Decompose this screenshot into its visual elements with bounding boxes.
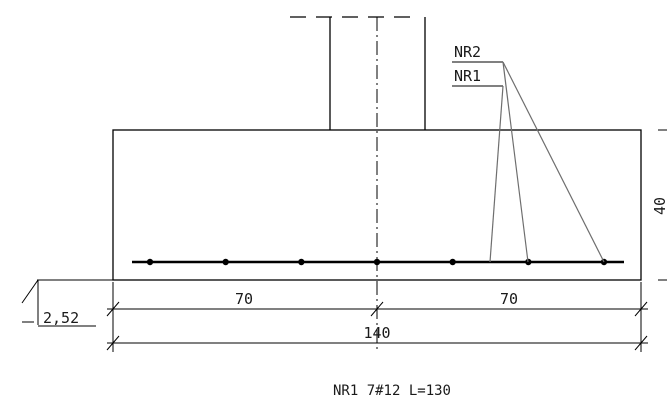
label-nr2: NR2 — [454, 43, 481, 61]
nr2-leader-line — [502, 61, 529, 263]
nr2-leader-line — [502, 61, 605, 263]
rebar-dot — [146, 258, 154, 266]
dim-tick — [634, 335, 648, 351]
footing-outline — [112, 129, 642, 281]
dim-right-value: 70 — [500, 290, 518, 308]
bar-schedule-note: NR1 7#12 L=130 — [333, 383, 451, 399]
rebar-dot — [373, 258, 381, 266]
dim-tick — [106, 335, 120, 351]
dim-total-value: 140 — [363, 324, 390, 342]
level-mark — [21, 279, 113, 327]
rebar-dots — [146, 258, 608, 266]
height-dim-value: 40 — [651, 197, 667, 215]
dim-left-value: 70 — [235, 290, 253, 308]
width-dimensions — [106, 282, 648, 352]
rebar-dot — [298, 258, 305, 266]
dim-tick — [370, 301, 384, 317]
dim-tick — [106, 301, 120, 317]
level-value: 2,52 — [43, 309, 79, 327]
height-dimension — [658, 129, 667, 281]
rebar-dot — [525, 258, 532, 266]
nr1-leader-line — [489, 85, 504, 263]
label-nr1: NR1 — [454, 67, 481, 85]
column — [290, 16, 426, 130]
rebar-dot — [449, 258, 456, 266]
dim-tick — [634, 301, 648, 317]
level-marker-diagonal — [21, 279, 39, 304]
rebar-dot — [222, 258, 229, 266]
bar-mark-leaders — [452, 61, 605, 263]
